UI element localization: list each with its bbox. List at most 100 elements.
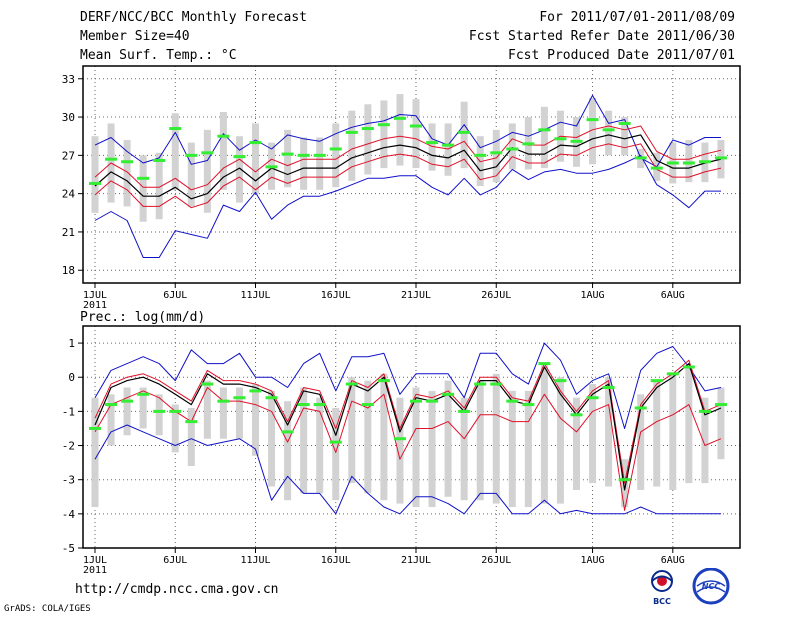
precip-ensemble-box xyxy=(364,380,372,494)
temp-observed-marker xyxy=(329,147,342,151)
temp-xtick-label: 1AUG xyxy=(581,290,605,301)
temp-observed-marker xyxy=(393,116,406,120)
temp-ensemble-box xyxy=(348,110,356,181)
precip-ytick-label: -5 xyxy=(62,542,75,555)
temp-ytick-label: 30 xyxy=(62,111,75,124)
precip-observed-marker xyxy=(426,399,439,403)
precip-ensemble-box xyxy=(444,380,452,497)
precip-spread-lower-line xyxy=(94,387,722,511)
precip-ensemble-box xyxy=(284,401,292,501)
temp-observed-marker xyxy=(538,128,551,132)
precip-ensemble-box xyxy=(316,397,324,494)
temp-observed-marker xyxy=(89,181,101,185)
valid-period-label: For 2011/07/01-2011/08/09 xyxy=(539,10,735,25)
temp-observed-marker xyxy=(121,160,134,164)
member-size-label: Member Size=40 xyxy=(80,29,190,44)
precip-ensemble-box xyxy=(187,407,195,467)
precip-max-line xyxy=(94,342,722,429)
precip-observed-marker xyxy=(121,399,134,403)
precip-frame xyxy=(82,325,741,549)
temp-ensemble-box xyxy=(460,101,468,169)
temp-ensemble-box xyxy=(540,106,548,169)
precip-observed-marker xyxy=(393,437,406,441)
temp-ensemble-box xyxy=(235,136,243,203)
temp-ensemble-box xyxy=(621,117,629,156)
precip-observed-marker xyxy=(618,478,631,482)
precip-observed-marker xyxy=(714,403,727,407)
temp-observed-marker xyxy=(217,134,230,138)
temp-ensemble-box xyxy=(284,129,292,188)
precip-observed-marker xyxy=(345,382,358,386)
precip-observed-marker xyxy=(185,420,198,424)
temp-observed-marker xyxy=(490,151,503,155)
source-url[interactable]: http://cmdp.ncc.cma.gov.cn xyxy=(75,582,279,597)
temp-max-line xyxy=(94,94,721,168)
precip-xtick-label: 16JUL xyxy=(321,555,351,566)
precip-year-label: 2011 xyxy=(83,565,107,576)
precip-min-line xyxy=(94,424,721,515)
temp-xtick-label: 21JUL xyxy=(401,290,431,301)
precip-observed-marker xyxy=(522,403,535,407)
precip-ensemble-box xyxy=(540,363,548,504)
precip-ytick-label: -1 xyxy=(62,405,75,418)
temp-ensemble-box xyxy=(316,137,324,190)
temp-ensemble-box xyxy=(123,140,131,207)
precip-observed-marker xyxy=(169,409,182,413)
precip-observed-marker xyxy=(153,409,166,413)
grads-credit: GrADS: COLA/IGES xyxy=(4,604,91,614)
temp-ensemble-box xyxy=(91,136,99,213)
temp-ensemble-box xyxy=(589,97,597,165)
temp-xtick-label: 16JUL xyxy=(321,290,351,301)
temp-ensemble-box xyxy=(171,113,179,190)
temp-ytick-label: 18 xyxy=(62,264,75,277)
temperature-variable-label: Mean Surf. Temp.: °C xyxy=(80,48,237,63)
precip-observed-marker xyxy=(538,362,551,366)
temp-ensemble-box xyxy=(508,123,516,170)
precip-xtick-label: 26JUL xyxy=(481,555,511,566)
precip-observed-marker xyxy=(490,382,503,386)
temp-observed-marker xyxy=(442,143,455,147)
temp-observed-marker xyxy=(233,155,246,159)
precip-ensemble-box xyxy=(139,387,147,429)
temp-observed-marker xyxy=(634,156,647,160)
precip-observed-marker xyxy=(586,396,599,400)
temp-observed-marker xyxy=(410,124,422,128)
temp-observed-marker xyxy=(377,123,390,127)
temp-observed-marker xyxy=(297,153,310,157)
chart-title: DERF/NCC/BCC Monthly Forecast xyxy=(80,10,307,25)
bcc-logo-icon: BCC xyxy=(651,570,673,606)
temp-observed-marker xyxy=(618,121,631,125)
temp-xtick-label: 6JUL xyxy=(163,290,187,301)
precip-ensemble-box xyxy=(492,373,500,504)
temp-mean-line xyxy=(94,134,722,200)
precip-observed-marker xyxy=(281,430,294,434)
precip-ensemble-box xyxy=(653,380,661,487)
forecast-produced-label: Fcst Produced Date 2011/07/01 xyxy=(508,48,735,63)
precip-observed-marker xyxy=(602,385,615,389)
precip-xtick-label: 1AUG xyxy=(581,555,605,566)
precip-ensemble-box xyxy=(508,390,516,508)
precip-ensemble-box xyxy=(91,397,99,508)
precip-ensemble-box xyxy=(589,384,597,484)
precip-ensemble-box xyxy=(107,394,115,446)
precip-observed-marker xyxy=(442,392,455,396)
temp-observed-marker xyxy=(361,127,374,131)
precip-ensemble-box xyxy=(605,377,613,487)
precip-ensemble-box xyxy=(460,397,468,501)
temp-observed-marker xyxy=(281,152,294,156)
precip-ensemble-box xyxy=(637,394,645,490)
temp-observed-marker xyxy=(137,176,150,180)
temp-observed-marker xyxy=(602,128,615,132)
precip-ensemble-box xyxy=(717,387,725,460)
precip-observed-marker xyxy=(217,399,230,403)
temp-ensemble-box xyxy=(332,123,340,188)
ncc-logo-text: NCC xyxy=(702,582,721,591)
precip-ensemble-box xyxy=(155,394,163,436)
precip-observed-marker xyxy=(249,389,262,393)
precip-ensemble-box xyxy=(332,407,340,501)
temp-ensemble-box xyxy=(300,137,308,190)
precip-observed-marker xyxy=(554,379,567,383)
precip-ensemble-box xyxy=(380,373,388,501)
